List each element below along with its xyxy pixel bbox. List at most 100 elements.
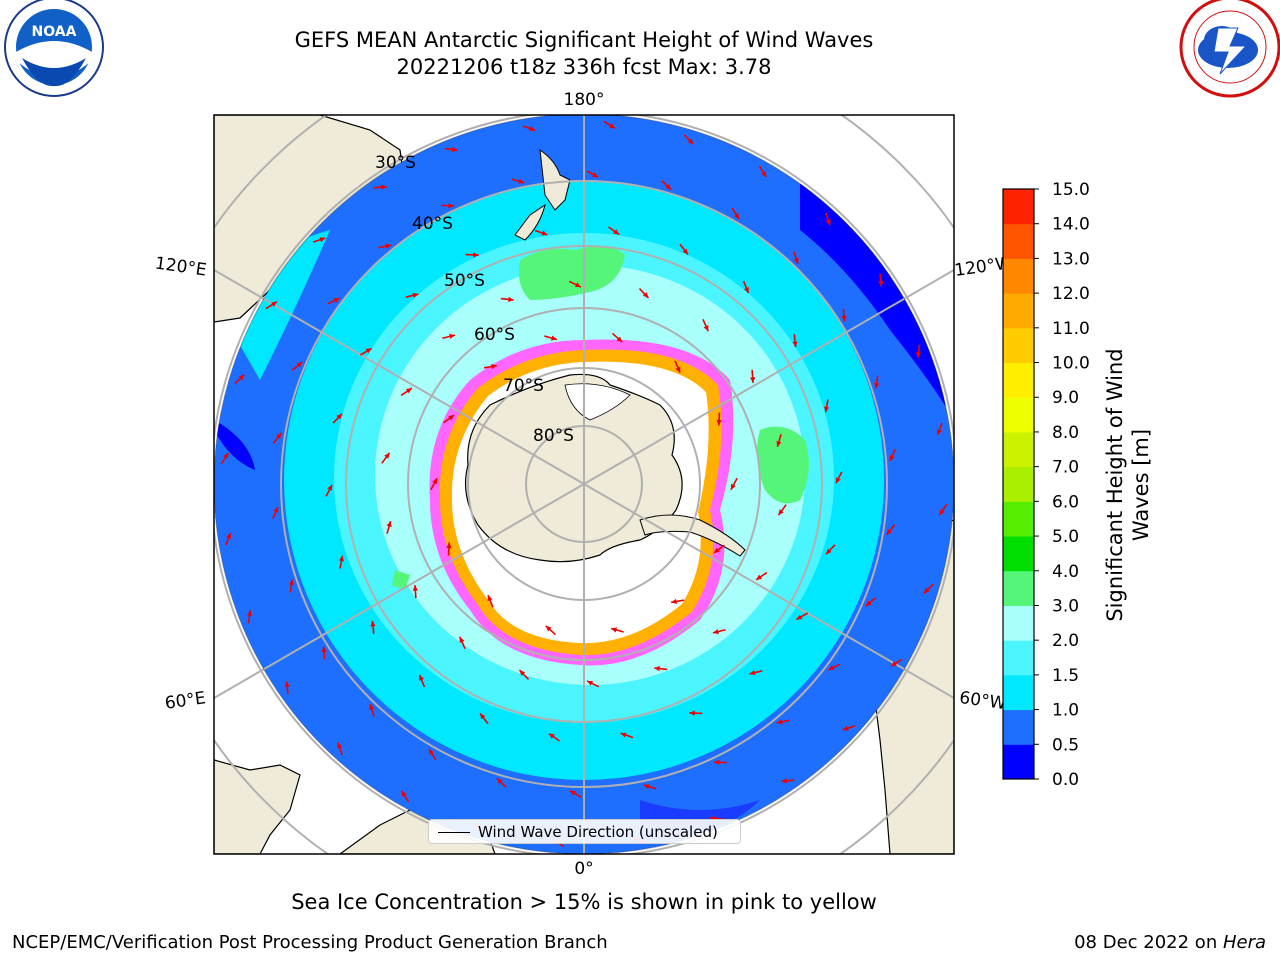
- colorbar-label: Significant Height of Wind Waves [m]: [1103, 348, 1153, 622]
- colorbar-tick-label: 11.0: [1052, 319, 1090, 339]
- wave-direction-arrowhead: [449, 333, 456, 339]
- wave-direction-arrowhead: [384, 452, 390, 459]
- colorbar-tick-label: 14.0: [1052, 215, 1090, 235]
- wave-direction-arrowhead: [776, 719, 783, 725]
- legend-box: Wind Wave Direction (unscaled): [428, 819, 741, 844]
- wave-direction-arrowhead: [550, 335, 557, 341]
- wave-direction-arrowhead: [689, 710, 695, 716]
- wave-direction-arrowhead: [541, 230, 548, 236]
- colorbar-bin: [1003, 674, 1034, 711]
- wave-direction-arrowhead: [337, 742, 343, 749]
- wave-direction-arrowhead: [480, 713, 486, 720]
- wave-direction-arrowhead: [569, 790, 576, 796]
- wave-direction-arrowhead: [750, 377, 756, 383]
- wave-direction-arrowhead: [432, 478, 438, 485]
- wave-direction-arrowhead: [226, 532, 232, 539]
- wave-direction-arrowhead: [842, 725, 849, 731]
- lat-label-40s: 40°S: [412, 214, 453, 234]
- wave-direction-arrowhead: [703, 325, 709, 332]
- wave-direction-arrowhead: [825, 219, 831, 226]
- wave-direction-arrowhead: [288, 579, 294, 586]
- lon-label-180: 180°: [564, 90, 605, 110]
- colorbar-bin: [1003, 362, 1034, 398]
- wave-direction-arrowhead: [878, 280, 884, 287]
- colorbar-bin: [1003, 189, 1034, 225]
- wave-direction-arrowhead: [733, 213, 740, 220]
- wave-direction-arrowhead: [865, 600, 872, 606]
- colorbar-bin: [1003, 744, 1034, 780]
- wave-direction-arrowhead: [671, 598, 677, 605]
- wave-direction-arrowhead: [223, 452, 229, 459]
- wave-direction-arrowhead: [793, 257, 799, 264]
- wave-direction-arrowhead: [778, 509, 784, 516]
- wave-direction-arrowhead: [889, 455, 895, 462]
- wave-direction-arrowhead: [380, 184, 387, 190]
- colorbar-tick-label: 6.0: [1052, 492, 1079, 512]
- colorbar-tick-label: 8.0: [1052, 423, 1079, 443]
- colorbar-tick-label: 13.0: [1052, 249, 1090, 269]
- legend-label: Wind Wave Direction (unscaled): [478, 823, 718, 841]
- colorbar-bin: [1003, 466, 1034, 502]
- wave-direction-arrowhead: [749, 670, 756, 676]
- wave-direction-arrowhead: [835, 477, 841, 484]
- wave-direction-arrowhead: [823, 406, 830, 413]
- wave-direction-arrowhead: [841, 315, 847, 322]
- wave-direction-arrowhead: [936, 429, 942, 436]
- wave-direction-arrowhead: [592, 172, 599, 178]
- lon-label-0: 0°: [574, 859, 593, 879]
- colorbar-bin: [1003, 536, 1034, 572]
- wave-direction-arrowhead: [496, 778, 503, 784]
- colorbar-border: [1002, 188, 1035, 780]
- wave-direction-arrowhead: [386, 521, 392, 528]
- wave-direction-arrowhead: [238, 374, 245, 381]
- lon-label-120e: 120°E: [154, 254, 208, 281]
- colorbar-tick-label: 15.0: [1052, 180, 1090, 200]
- wave-direction-arrowhead: [712, 629, 719, 635]
- legend-line-sample: [438, 832, 470, 833]
- wave-direction-arrowhead: [319, 237, 326, 243]
- wave-direction-arrowhead: [613, 229, 620, 235]
- wave-direction-arrowhead: [246, 610, 253, 616]
- wave-direction-arrowhead: [825, 548, 832, 555]
- wave-direction-arrowhead: [792, 341, 798, 348]
- colorbar-bin: [1003, 709, 1034, 745]
- noaa-logo-text: NOAA: [32, 24, 77, 40]
- wave-direction-arrowhead: [730, 483, 736, 490]
- wave-direction-arrowhead: [665, 184, 672, 190]
- wave-direction-arrowhead: [616, 336, 623, 343]
- wave-direction-arrowhead: [518, 178, 525, 184]
- wave-direction-arrowhead: [713, 759, 720, 765]
- wave-direction-arrowhead: [508, 296, 514, 303]
- lat-label-50s: 50°S: [444, 271, 485, 291]
- wave-direction-arrowhead: [448, 415, 455, 421]
- national-weather-service-logo: [1179, 0, 1280, 98]
- wave-direction-arrowhead: [796, 614, 803, 620]
- colorbar: 0.0 0.5 1.0 1.5 2.0 3.0 4.0 5.0 6.0 7.0 8.0 9.0 10.0…: [1002, 180, 1090, 790]
- wave-direction-arrowhead: [321, 646, 327, 653]
- wave-direction-arrowhead: [405, 388, 412, 394]
- wave-direction-arrowhead: [419, 674, 425, 681]
- wave-direction-arrowhead: [713, 547, 720, 553]
- wave-direction-arrowhead: [643, 784, 650, 790]
- wave-direction-arrowhead: [781, 778, 788, 784]
- wave-direction-arrowhead: [428, 748, 435, 755]
- chart-subtitle: 20221206 t18z 336h fcst Max: 3.78: [396, 55, 772, 79]
- wave-direction-arrowhead: [271, 301, 278, 307]
- wave-direction-arrowhead: [682, 248, 688, 255]
- colorbar-tick-label: 1.0: [1052, 701, 1079, 721]
- wave-direction-arrowhead: [365, 348, 372, 354]
- wave-direction-arrowhead: [574, 282, 581, 288]
- antarctica: [464, 373, 683, 563]
- colorbar-tick-label: 4.0: [1052, 562, 1079, 582]
- wave-direction-arrowhead: [459, 636, 465, 643]
- colorbar-bin: [1003, 258, 1034, 294]
- wave-direction-arrowhead: [743, 287, 749, 294]
- wave-direction-arrowhead: [487, 595, 493, 602]
- graticule: [214, 115, 954, 854]
- colorbar-bin: [1003, 397, 1034, 433]
- date-stamp: 08 Dec 2022 on Hera: [1074, 932, 1266, 953]
- colorbar-bin: [1003, 570, 1034, 606]
- wave-direction-arrowhead: [333, 298, 340, 303]
- colorbar-tick-label: 7.0: [1052, 458, 1079, 478]
